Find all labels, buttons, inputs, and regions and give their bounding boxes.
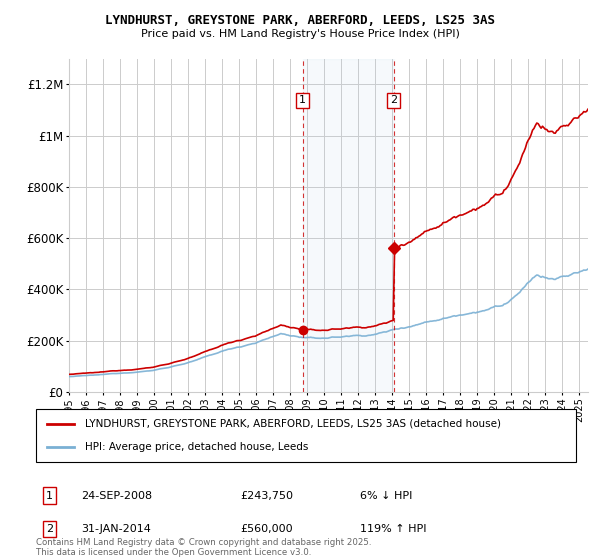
Text: £243,750: £243,750 <box>240 491 293 501</box>
Text: 119% ↑ HPI: 119% ↑ HPI <box>360 524 427 534</box>
Text: 1: 1 <box>299 95 306 105</box>
Text: Price paid vs. HM Land Registry's House Price Index (HPI): Price paid vs. HM Land Registry's House … <box>140 29 460 39</box>
Text: 6% ↓ HPI: 6% ↓ HPI <box>360 491 412 501</box>
Text: 24-SEP-2008: 24-SEP-2008 <box>81 491 152 501</box>
Text: Contains HM Land Registry data © Crown copyright and database right 2025.
This d: Contains HM Land Registry data © Crown c… <box>36 538 371 557</box>
Text: 1: 1 <box>46 491 53 501</box>
FancyBboxPatch shape <box>36 409 576 462</box>
Text: 31-JAN-2014: 31-JAN-2014 <box>81 524 151 534</box>
Text: 2: 2 <box>46 524 53 534</box>
Text: £560,000: £560,000 <box>240 524 293 534</box>
Text: LYNDHURST, GREYSTONE PARK, ABERFORD, LEEDS, LS25 3AS: LYNDHURST, GREYSTONE PARK, ABERFORD, LEE… <box>105 14 495 27</box>
Text: LYNDHURST, GREYSTONE PARK, ABERFORD, LEEDS, LS25 3AS (detached house): LYNDHURST, GREYSTONE PARK, ABERFORD, LEE… <box>85 419 500 429</box>
Bar <box>302 59 394 392</box>
Text: HPI: Average price, detached house, Leeds: HPI: Average price, detached house, Leed… <box>85 442 308 452</box>
Text: 2: 2 <box>390 95 397 105</box>
